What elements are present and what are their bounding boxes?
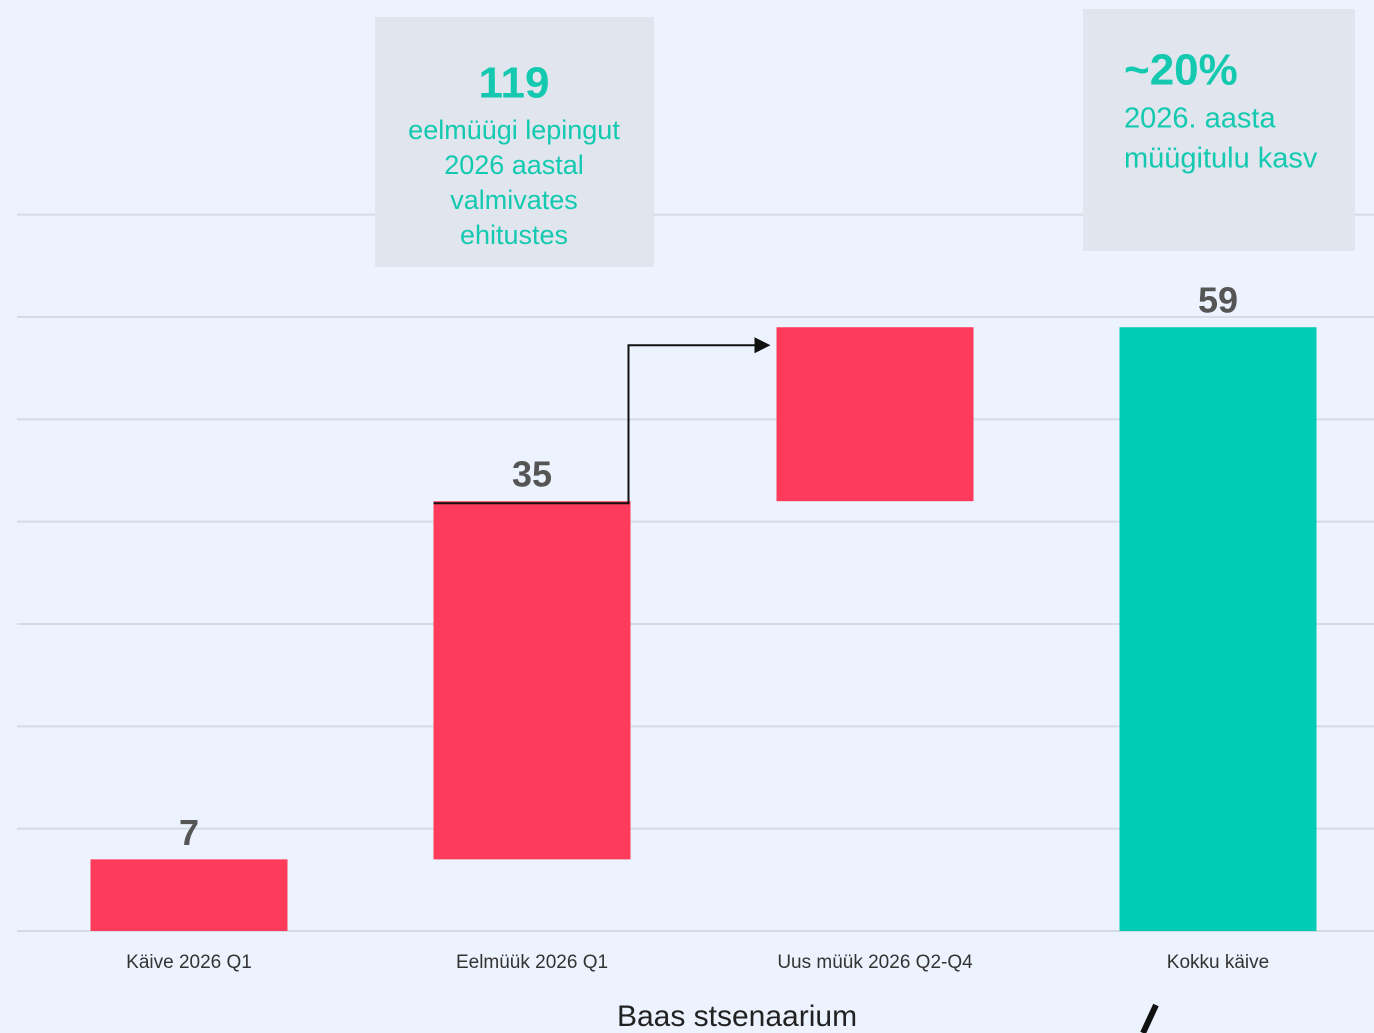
annotation-text: ehitustes: [460, 220, 568, 250]
annotation-box: [375, 17, 654, 267]
x-tick-label: Uus müük 2026 Q2-Q4: [777, 952, 973, 973]
increase-bar: [776, 327, 974, 502]
x-tick-label: Kokku käive: [1167, 952, 1269, 973]
total-bar: [1119, 327, 1317, 931]
increase-bar: [90, 859, 288, 931]
value-label: 7: [179, 812, 199, 853]
value-label: 59: [1198, 280, 1238, 321]
annotation-text: müügitulu kasv: [1124, 143, 1318, 175]
x-tick-label: Eelmüük 2026 Q1: [456, 952, 608, 973]
annotation-headline: 119: [479, 59, 550, 108]
annotation-text: 2026. aasta: [1124, 103, 1276, 135]
connector-arrowhead: [754, 337, 771, 354]
increase-bar: [433, 501, 631, 860]
annotation-text: valmivates: [450, 185, 578, 215]
x-axis-title: Baas stsenaarium: [617, 1000, 857, 1033]
annotation-headline: ~20%: [1124, 46, 1238, 95]
annotation-text: 2026 aastal: [444, 150, 584, 180]
annotation-text: eelmüügi lepingut: [408, 115, 620, 145]
annotation-box: [1083, 9, 1355, 251]
stray-mark: [1140, 1003, 1159, 1033]
value-label: 35: [512, 454, 552, 495]
x-tick-label: Käive 2026 Q1: [126, 952, 252, 973]
connector: [433, 344, 759, 505]
